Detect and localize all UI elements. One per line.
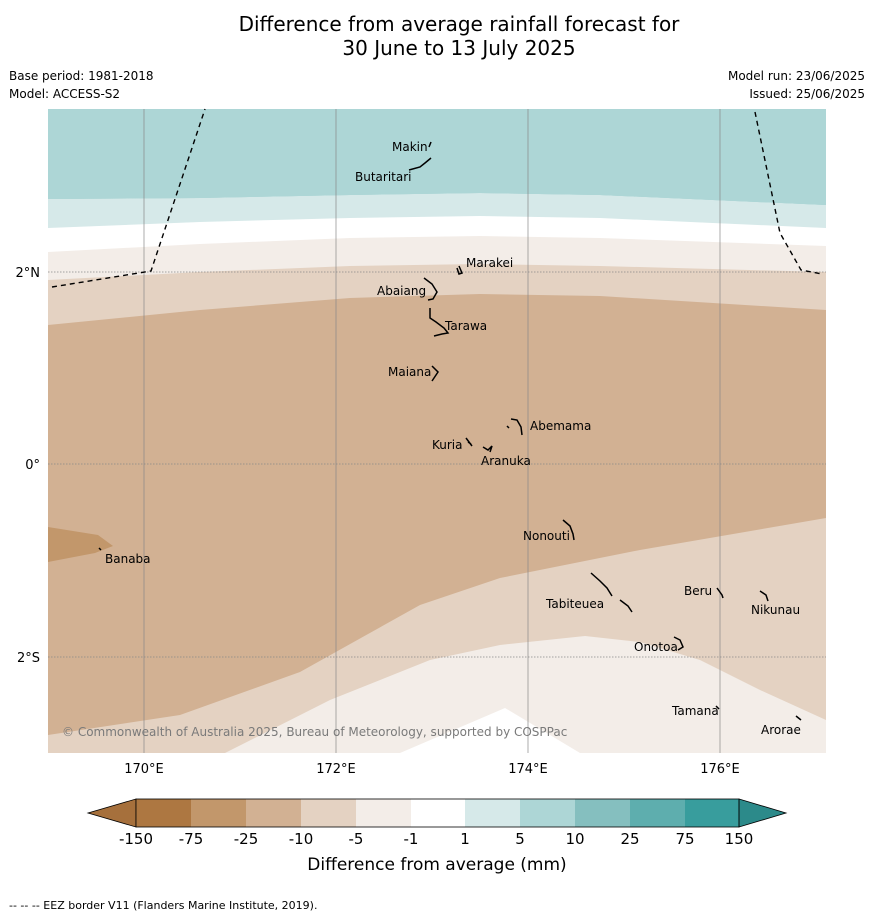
- island-butaritari: [408, 157, 432, 171]
- place-labels: Makin Butaritari Marakei Abaiang Tarawa …: [105, 140, 801, 737]
- label-kuria: Kuria: [432, 438, 463, 452]
- label-aranuka: Aranuka: [481, 454, 531, 468]
- label-tamana: Tamana: [671, 704, 719, 718]
- cb-tick-1: 1: [460, 830, 470, 848]
- cb-tick-10: 10: [565, 830, 584, 848]
- lon-label-172e: 172°E: [316, 762, 356, 777]
- label-maiana: Maiana: [388, 365, 431, 379]
- island-marakei: [456, 265, 464, 275]
- cb-tick-75: 75: [675, 830, 694, 848]
- colorbar-extend-low: [86, 798, 137, 828]
- contour-minus1-to-minus5-south: [225, 636, 826, 753]
- colorbar-extend-high: [738, 798, 788, 828]
- island-nikunau: [759, 590, 769, 602]
- label-onotoa: Onotoa: [634, 640, 678, 654]
- label-butaritari: Butaritari: [355, 170, 412, 184]
- lon-label-170e: 170°E: [124, 762, 164, 777]
- colorbar-bin-5: [356, 799, 411, 827]
- eez-border-east: [754, 111, 823, 275]
- colorbar-bin-2: [191, 799, 246, 827]
- island-tabiteuea: [590, 572, 633, 613]
- title-line-1: Difference from average rainfall forecas…: [238, 12, 680, 36]
- cb-tick-5: 5: [515, 830, 525, 848]
- eez-border-west: [51, 108, 206, 288]
- cb-tick-minus10: -10: [289, 830, 314, 848]
- model-text: Model: ACCESS-S2: [9, 87, 121, 101]
- cb-tick-minus25: -25: [234, 830, 259, 848]
- label-tabiteuea: Tabiteuea: [545, 597, 604, 611]
- island-tamana: [715, 705, 720, 710]
- meta-right: Model run: 23/06/2025 Issued: 25/06/2025: [728, 67, 865, 103]
- cb-tick-minus75: -75: [179, 830, 204, 848]
- island-maiana: [431, 365, 439, 382]
- eez-footnote: -- -- -- EEZ border V11 (Flanders Marine…: [9, 899, 318, 912]
- lat-label-equator: 0°: [25, 458, 40, 473]
- label-arorae: Arorae: [761, 723, 801, 737]
- lat-label-2n: 2°N: [16, 266, 41, 281]
- colorbar-bin-8: [520, 799, 575, 827]
- label-nonouti: Nonouti: [523, 529, 570, 543]
- graticule: [48, 109, 826, 753]
- label-nikunau: Nikunau: [751, 603, 800, 617]
- colorbar-bin-1: [136, 799, 191, 827]
- axis-labels: 170°E 172°E 174°E 176°E 2°N 0° 2°S: [16, 266, 740, 777]
- colorbar-bin-10: [630, 799, 685, 827]
- label-abemama: Abemama: [530, 419, 591, 433]
- lat-label-2s: 2°S: [17, 651, 40, 666]
- cb-tick-minus1: -1: [404, 830, 419, 848]
- island-makin: [428, 141, 432, 148]
- base-period-text: Base period: 1981-2018: [9, 69, 154, 83]
- copyright-text: © Commonwealth of Australia 2025, Bureau…: [62, 725, 567, 739]
- island-nonouti: [562, 519, 575, 541]
- model-run-text: Model run: 23/06/2025: [727, 69, 865, 83]
- island-abaiang: [423, 277, 438, 301]
- island-aranuka: [482, 445, 493, 453]
- colorbar-label: Difference from average (mm): [307, 855, 566, 875]
- colorbar-bin-7: [465, 799, 520, 827]
- meta-left: Base period: 1981-2018 Model: ACCESS-S2: [9, 67, 154, 103]
- label-marakei: Marakei: [466, 256, 513, 270]
- colorbar-frame: [135, 798, 740, 828]
- colorbar-bin-11: [685, 799, 739, 827]
- colorbar-bin-3: [246, 799, 301, 827]
- cb-tick-25: 25: [620, 830, 639, 848]
- island-beru: [716, 587, 724, 599]
- island-tarawa: [429, 308, 450, 337]
- label-tarawa: Tarawa: [444, 319, 487, 333]
- island-abemama: [506, 418, 523, 436]
- title-line-2: 30 June to 13 July 2025: [342, 36, 576, 60]
- contour-minus25-to-minus75-banaba: [48, 527, 113, 562]
- island-onotoa: [673, 636, 684, 651]
- label-banaba: Banaba: [105, 552, 151, 566]
- label-makin: Makin: [392, 140, 428, 154]
- cb-tick-150: 150: [725, 830, 754, 848]
- colorbar-bin-6: [411, 799, 465, 827]
- island-outlines: [98, 141, 802, 721]
- rainfall-contours: [48, 109, 826, 753]
- issued-text: Issued: 25/06/2025: [749, 87, 865, 101]
- colorbar-bin-4: [301, 799, 356, 827]
- chart-title: Difference from average rainfall forecas…: [0, 12, 873, 60]
- island-kuria: [465, 437, 473, 447]
- lon-label-176e: 176°E: [700, 762, 740, 777]
- lon-label-174e: 174°E: [508, 762, 548, 777]
- label-beru: Beru: [684, 584, 712, 598]
- cb-tick-minus5: -5: [349, 830, 364, 848]
- colorbar-ticks: -150 -75 -25 -10 -5 -1 1 5 10 25 75 150: [119, 830, 753, 848]
- contour-neutral-south: [400, 708, 580, 753]
- label-abaiang: Abaiang: [377, 284, 426, 298]
- island-arorae: [795, 715, 802, 721]
- colorbar: -150 -75 -25 -10 -5 -1 1 5 10 25 75 150 …: [86, 798, 788, 875]
- cb-tick-minus150: -150: [119, 830, 153, 848]
- colorbar-bin-9: [575, 799, 630, 827]
- eez-border: [51, 108, 823, 288]
- island-banaba: [98, 547, 102, 551]
